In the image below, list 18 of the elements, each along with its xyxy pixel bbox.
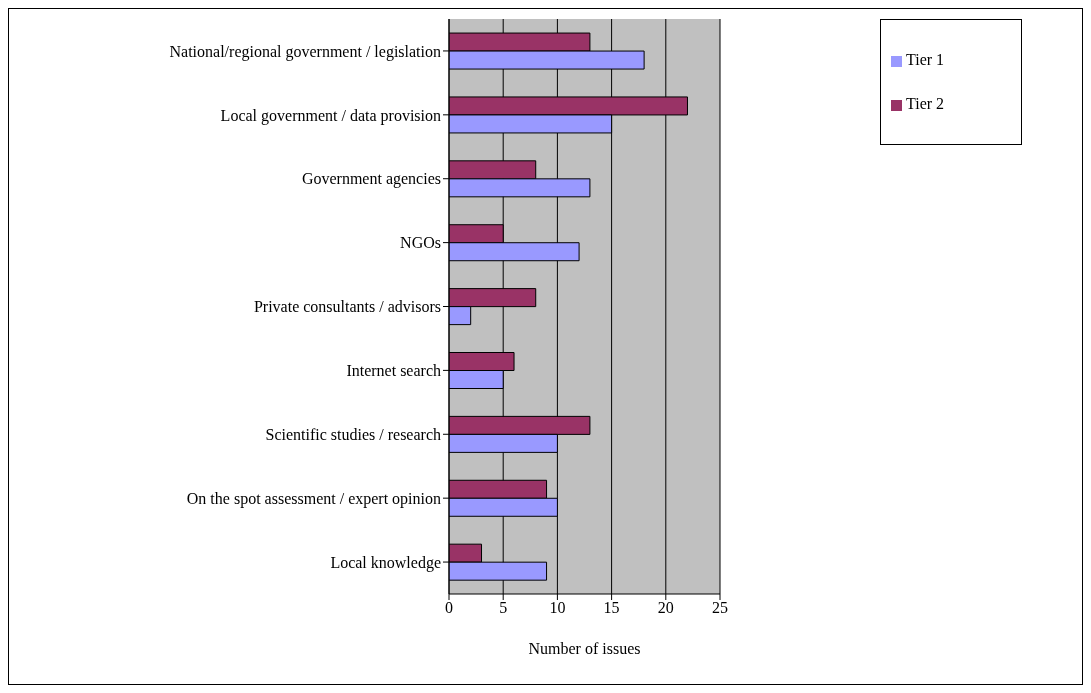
y-tick-label: Scientific studies / research	[265, 425, 441, 443]
y-tick-label: Local knowledge	[330, 553, 441, 572]
x-axis-title: Number of issues	[528, 640, 641, 657]
x-tick-label: 20	[657, 599, 674, 617]
x-tick-label: 10	[549, 599, 566, 617]
y-tick-label: Private consultants / advisors	[253, 298, 441, 316]
legend-label: Tier 1	[906, 51, 945, 68]
y-tick-label: Local government / data provision	[220, 106, 441, 125]
legend-label: Tier 2	[906, 95, 945, 112]
y-tick-label: Internet search	[346, 362, 441, 380]
y-tick-label: Government agencies	[301, 170, 441, 189]
y-tick-label: On the spot assessment / expert opinion	[186, 489, 441, 508]
y-tick-label: NGOs	[400, 234, 441, 252]
y-tick-label: National/regional government / legislation	[169, 42, 441, 61]
x-tick-label: 0	[445, 599, 453, 617]
x-tick-label: 15	[603, 599, 620, 617]
x-tick-label: 25	[712, 599, 728, 617]
x-tick-label: 5	[499, 599, 508, 617]
